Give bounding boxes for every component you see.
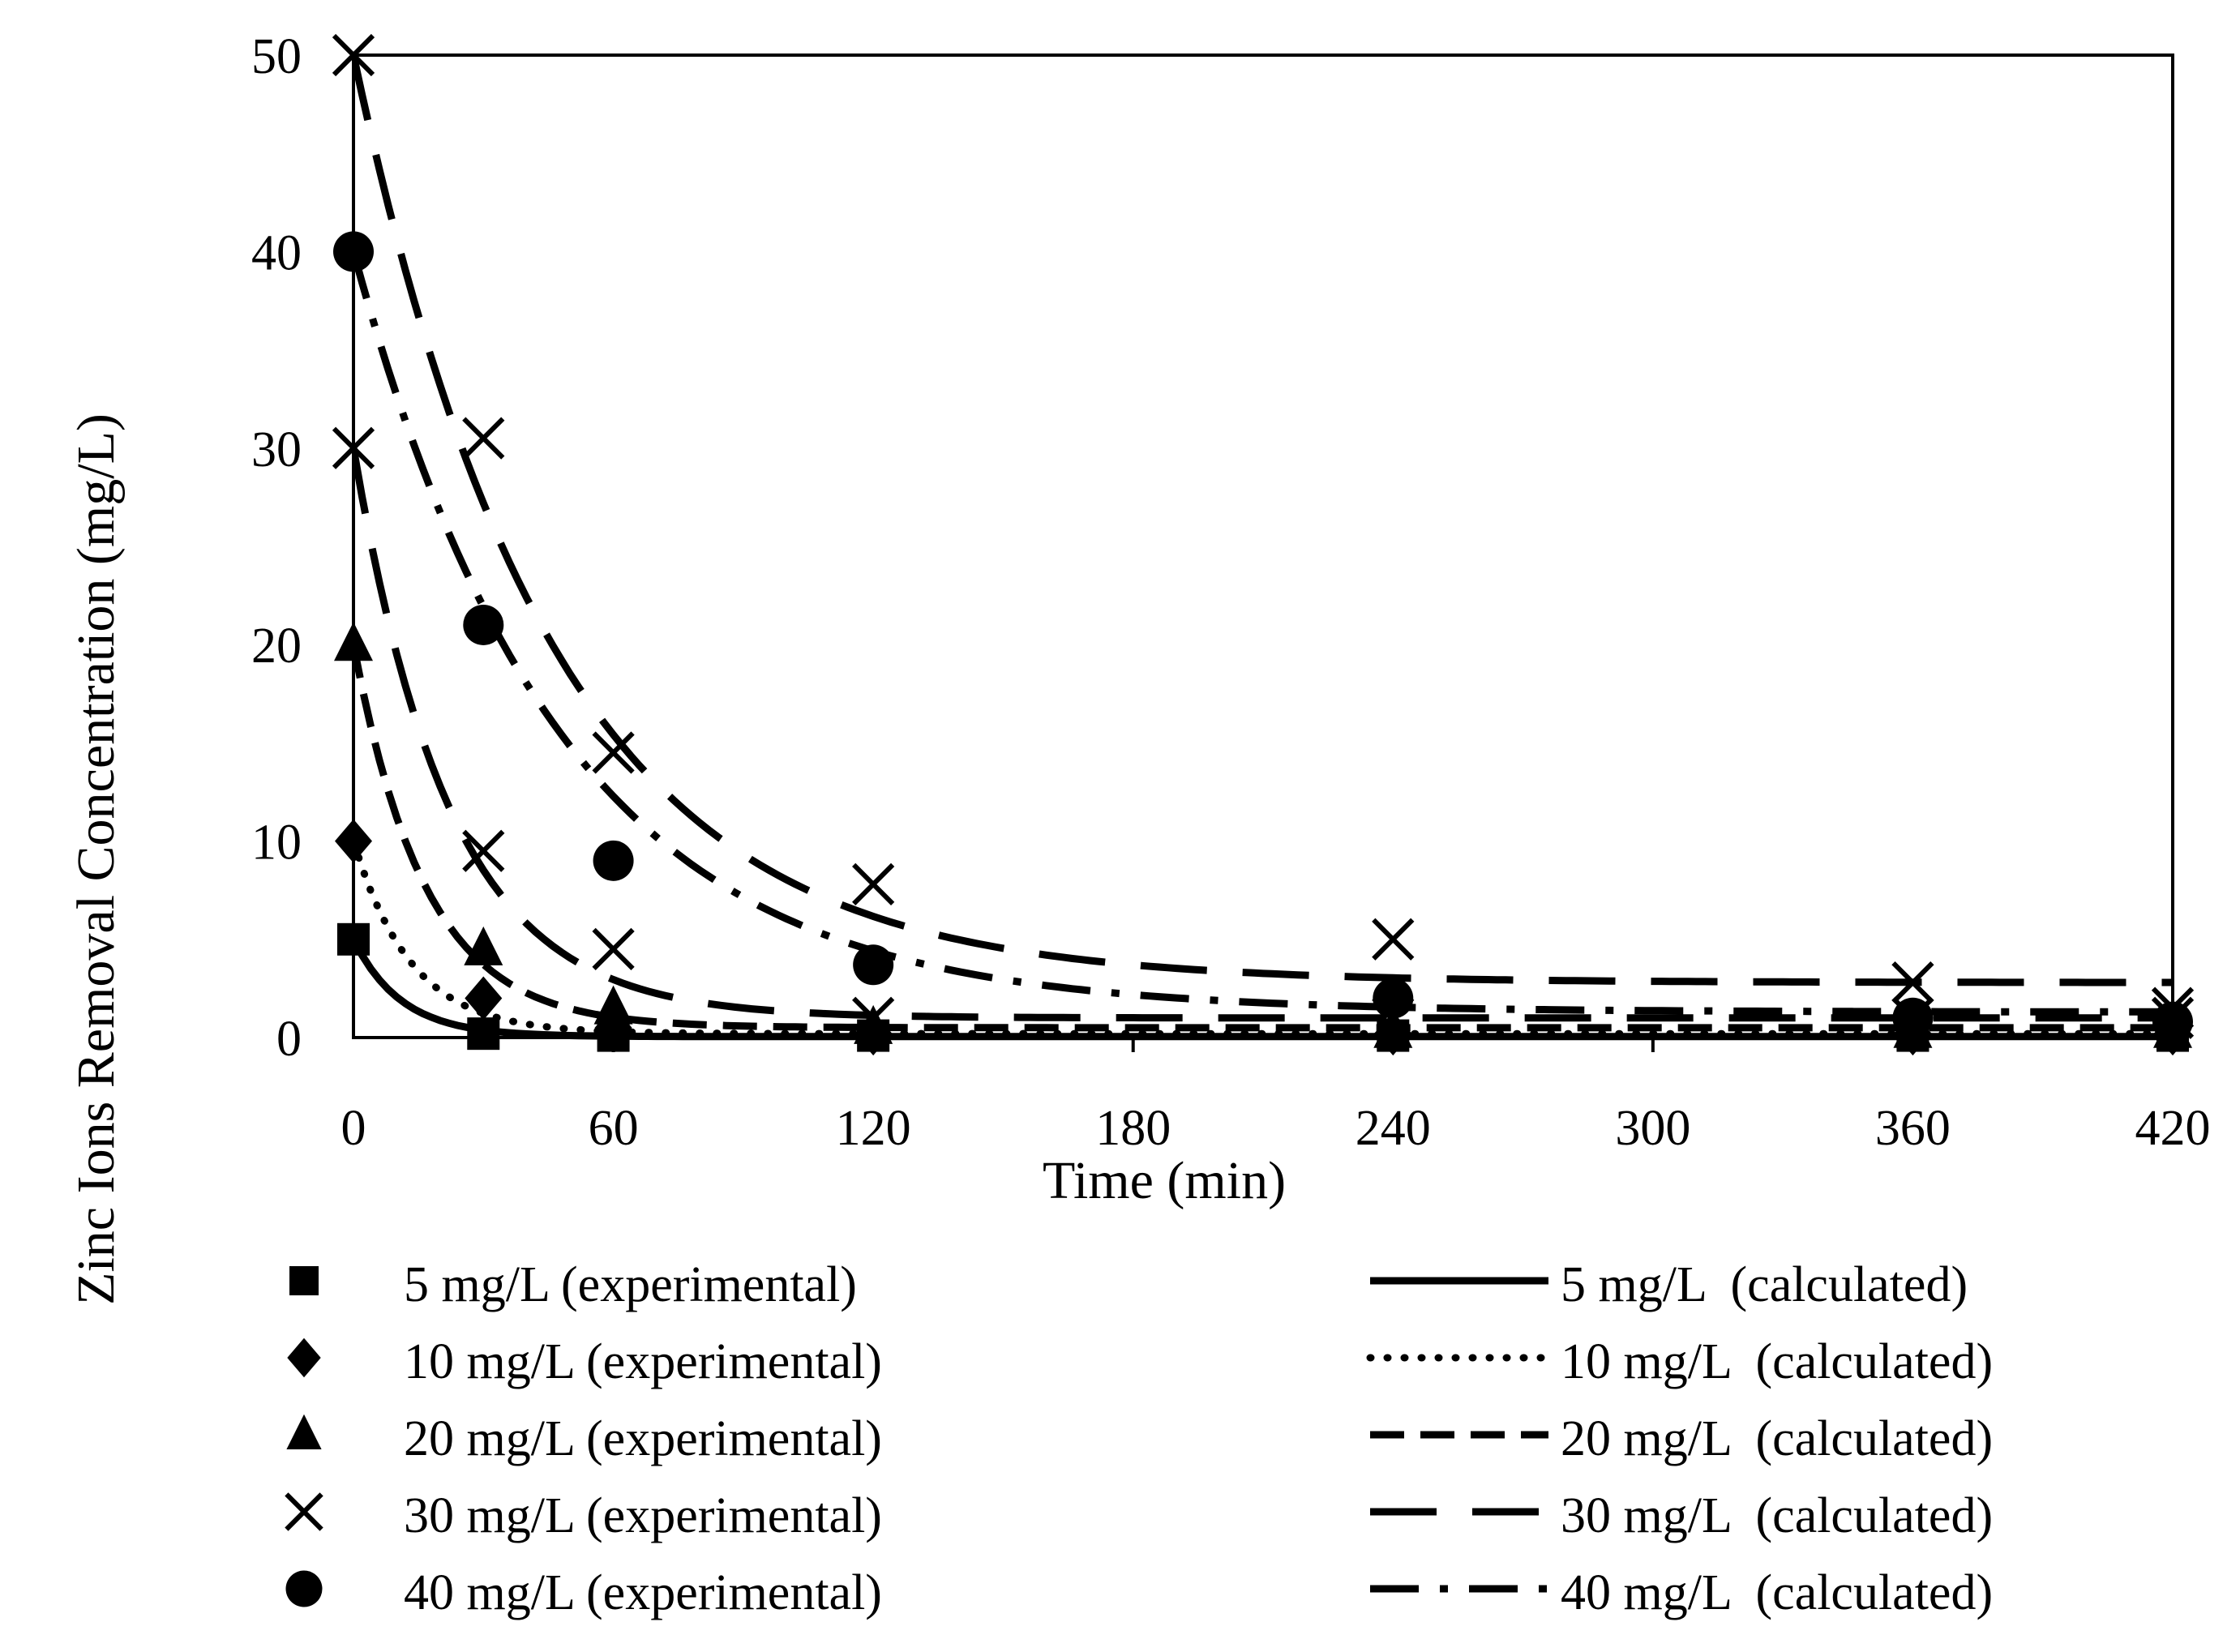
calculated-curve (353, 837, 2173, 1038)
y-tick-label: 0 (276, 1012, 302, 1067)
legend-label: 30 mg/L (experimental) (404, 1488, 882, 1543)
plot-frame (352, 53, 2174, 1039)
y-tick-label: 40 (251, 225, 302, 280)
calculated-curve (353, 447, 2173, 1022)
data-point (1892, 997, 1934, 1038)
data-point (462, 829, 505, 872)
x-tick-label: 120 (836, 1101, 911, 1156)
data-point (852, 862, 895, 906)
data-point (1891, 961, 1934, 1004)
data-point (1372, 918, 1415, 961)
legend-label: 40 mg/L (experimental) (404, 1565, 882, 1620)
data-point (852, 996, 895, 1039)
data-point (465, 976, 503, 1021)
data-point (592, 927, 635, 971)
calculated-curve (353, 250, 2173, 1016)
x-tick-label: 300 (1615, 1101, 1690, 1156)
data-point (593, 840, 634, 881)
legend-label: 20 mg/L (calculated) (1561, 1411, 1993, 1466)
legend-label: 30 mg/L (calculated) (1561, 1488, 1993, 1543)
data-point (1373, 978, 1414, 1019)
legend-label: 10 mg/L (calculated) (1561, 1334, 1993, 1389)
data-point (467, 1017, 500, 1051)
legend-marker (285, 1570, 323, 1607)
data-point (854, 1004, 893, 1044)
legend-label: 20 mg/L (experimental) (404, 1411, 882, 1466)
y-tick-label: 30 (251, 422, 302, 477)
calculated-curve (353, 54, 2173, 986)
x-axis-title: Time (min) (1043, 1151, 1286, 1210)
x-tick-label: 180 (1095, 1101, 1171, 1156)
legend-label: 5 mg/L (calculated) (1561, 1257, 1968, 1312)
legend-marker (287, 1337, 321, 1378)
y-axis-title: Zinc Ions Removal Concentration (mg/L) (66, 413, 126, 1305)
x-tick-label: 0 (341, 1101, 366, 1156)
data-point (464, 926, 503, 965)
legend-label: 5 mg/L (experimental) (404, 1257, 857, 1312)
y-tick-label: 20 (251, 618, 302, 674)
legend-label: 40 mg/L (calculated) (1561, 1565, 1993, 1620)
x-axis-ticks: 0 60 120 180 240 300 360 420 (341, 1038, 2211, 1156)
x-tick-label: 360 (1875, 1101, 1951, 1156)
legend-label: 10 mg/L (experimental) (404, 1334, 882, 1389)
data-point (592, 731, 635, 774)
legend: 5 mg/L (experimental) 10 mg/L (experiment… (285, 1257, 1993, 1620)
x-tick-label: 420 (2135, 1101, 2211, 1156)
legend-marker (289, 1266, 319, 1295)
x-tick-label: 240 (1356, 1101, 1431, 1156)
plot-markers (332, 33, 2195, 1056)
legend-marker (286, 1414, 322, 1449)
x-tick-label: 60 (589, 1101, 639, 1156)
y-axis-ticks: 0 10 20 30 40 50 (251, 29, 302, 1067)
data-point (593, 985, 633, 1025)
legend-marker (285, 1492, 323, 1531)
data-point (463, 604, 504, 645)
data-point (462, 417, 505, 460)
y-tick-label: 50 (251, 29, 302, 84)
data-point (853, 944, 894, 986)
y-tick-label: 10 (251, 815, 302, 871)
